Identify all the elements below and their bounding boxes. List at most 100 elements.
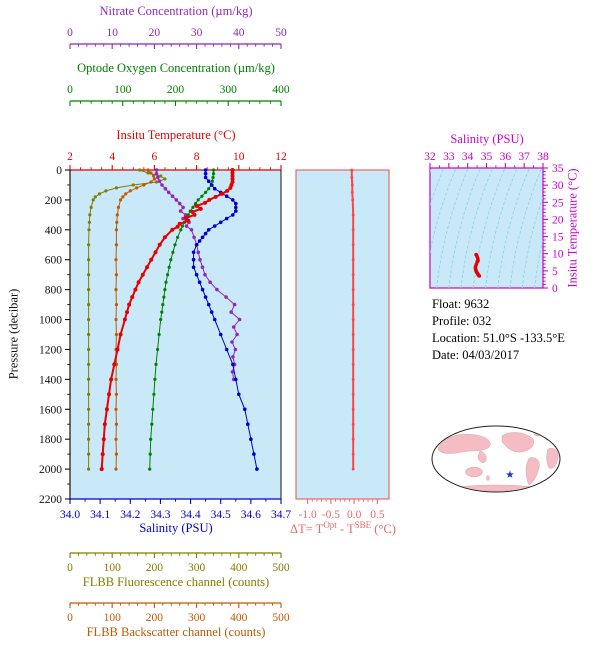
svg-text:2200: 2200 (39, 494, 62, 506)
svg-text:5: 5 (552, 266, 558, 278)
fluorescence-profile (87, 168, 167, 471)
delta-t-panel (295, 169, 390, 500)
nitrate-axis-title: Nitrate Concentration (µm/kg) (99, 4, 253, 18)
float-location-star: ★ (505, 470, 515, 481)
svg-text:20: 20 (552, 214, 564, 226)
density-contours (430, 168, 543, 288)
salinity-axis-title: Salinity (PSU) (139, 521, 213, 535)
temperature-profile (99, 168, 235, 472)
svg-text:500: 500 (272, 612, 290, 624)
ts-panel (429, 167, 544, 289)
world-map: ★ (431, 425, 561, 493)
svg-text:1600: 1600 (39, 404, 62, 416)
svg-text:200: 200 (45, 195, 63, 207)
svg-text:35: 35 (481, 151, 493, 163)
svg-text:38: 38 (537, 151, 549, 163)
svg-text:36: 36 (500, 151, 512, 163)
delta-t-label-sup-opt: Opt (323, 520, 337, 530)
svg-text:1000: 1000 (39, 315, 62, 327)
svg-text:10: 10 (233, 151, 245, 163)
svg-text:15: 15 (552, 232, 564, 244)
svg-text:8: 8 (194, 151, 200, 163)
ts-salinity-axis-title: Salinity (PSU) (450, 132, 524, 146)
svg-text:6: 6 (152, 151, 158, 163)
float-info-date: Date: 04/03/2017 (432, 348, 520, 362)
svg-text:32: 32 (424, 151, 436, 163)
svg-text:400: 400 (230, 612, 248, 624)
float-info-profile: Profile: 032 (432, 314, 492, 328)
svg-text:300: 300 (188, 612, 206, 624)
svg-text:0: 0 (67, 27, 73, 39)
temperature-axis-title: Insitu Temperature (°C) (116, 128, 236, 142)
svg-text:400: 400 (45, 225, 63, 237)
svg-text:300: 300 (220, 84, 238, 96)
svg-text:100: 100 (104, 562, 122, 574)
delta-t-axis-title: ΔT= TOpt - TSBE (°C) (290, 520, 396, 537)
delta-t-label-sup-sbe: SBE (354, 520, 372, 530)
ts-temperature-axis-title: Insitu Temperature (°C) (565, 168, 580, 288)
svg-text:34.4: 34.4 (181, 509, 201, 521)
svg-text:1800: 1800 (39, 434, 62, 446)
svg-text:0: 0 (67, 84, 73, 96)
svg-text:800: 800 (45, 285, 63, 297)
svg-text:-1.0: -1.0 (299, 509, 317, 521)
oxygen-profile (148, 168, 216, 471)
svg-text:300: 300 (188, 562, 206, 574)
svg-text:4: 4 (109, 151, 115, 163)
svg-text:100: 100 (114, 84, 132, 96)
svg-text:33: 33 (443, 151, 455, 163)
float-info-float: Float: 9632 (432, 297, 490, 311)
svg-text:400: 400 (272, 84, 290, 96)
svg-text:34.7: 34.7 (271, 509, 291, 521)
delta-t-label-mid: - T (336, 522, 355, 537)
svg-text:34.1: 34.1 (90, 509, 110, 521)
svg-text:2: 2 (67, 151, 73, 163)
float-info-location: Location: 51.0°S -133.5°E (432, 331, 565, 345)
fluorescence-axis-title: FLBB Fluorescence channel (counts) (82, 575, 270, 589)
svg-text:50: 50 (275, 27, 287, 39)
svg-text:200: 200 (146, 612, 164, 624)
svg-text:10: 10 (106, 27, 118, 39)
backscatter-axis-title: FLBB Backscatter channel (counts) (86, 625, 266, 639)
svg-text:0: 0 (67, 612, 73, 624)
svg-text:34.6: 34.6 (241, 509, 261, 521)
svg-text:2000: 2000 (39, 464, 62, 476)
delta-t-label-post: (°C) (371, 522, 396, 537)
svg-text:34: 34 (462, 151, 474, 163)
delta-t-label-pre: ΔT= T (290, 522, 324, 537)
svg-text:100: 100 (104, 612, 122, 624)
ts-curve (473, 252, 482, 278)
float-info-block: Float: 9632 Profile: 032 Location: 51.0°… (432, 296, 565, 364)
svg-text:600: 600 (45, 255, 63, 267)
pressure-axis-title: Pressure (decibar) (6, 288, 21, 380)
svg-text:34.2: 34.2 (120, 509, 140, 521)
svg-text:0: 0 (67, 562, 73, 574)
oxygen-axis-title: Optode Oxygen Concentration (µm/kg) (77, 61, 275, 75)
svg-text:25: 25 (552, 197, 564, 209)
svg-text:12: 12 (275, 151, 287, 163)
svg-text:-0.5: -0.5 (322, 509, 340, 521)
svg-text:10: 10 (552, 249, 564, 261)
svg-text:200: 200 (146, 562, 164, 574)
svg-text:34.3: 34.3 (150, 509, 170, 521)
svg-text:35: 35 (552, 163, 564, 175)
svg-text:500: 500 (272, 562, 290, 574)
delta-t-line (350, 168, 355, 471)
svg-text:30: 30 (552, 180, 564, 192)
svg-text:0: 0 (552, 283, 558, 295)
svg-text:1400: 1400 (39, 374, 62, 386)
svg-text:37: 37 (518, 151, 530, 163)
svg-text:200: 200 (167, 84, 185, 96)
svg-text:1200: 1200 (39, 344, 62, 356)
svg-text:0: 0 (56, 165, 62, 177)
svg-text:0.5: 0.5 (370, 509, 385, 521)
svg-text:34.5: 34.5 (211, 509, 231, 521)
svg-text:30: 30 (191, 27, 203, 39)
svg-text:40: 40 (233, 27, 245, 39)
svg-text:400: 400 (230, 562, 248, 574)
profile-panel (70, 170, 281, 499)
svg-text:0.0: 0.0 (347, 509, 362, 521)
salinity-profile (191, 168, 259, 471)
